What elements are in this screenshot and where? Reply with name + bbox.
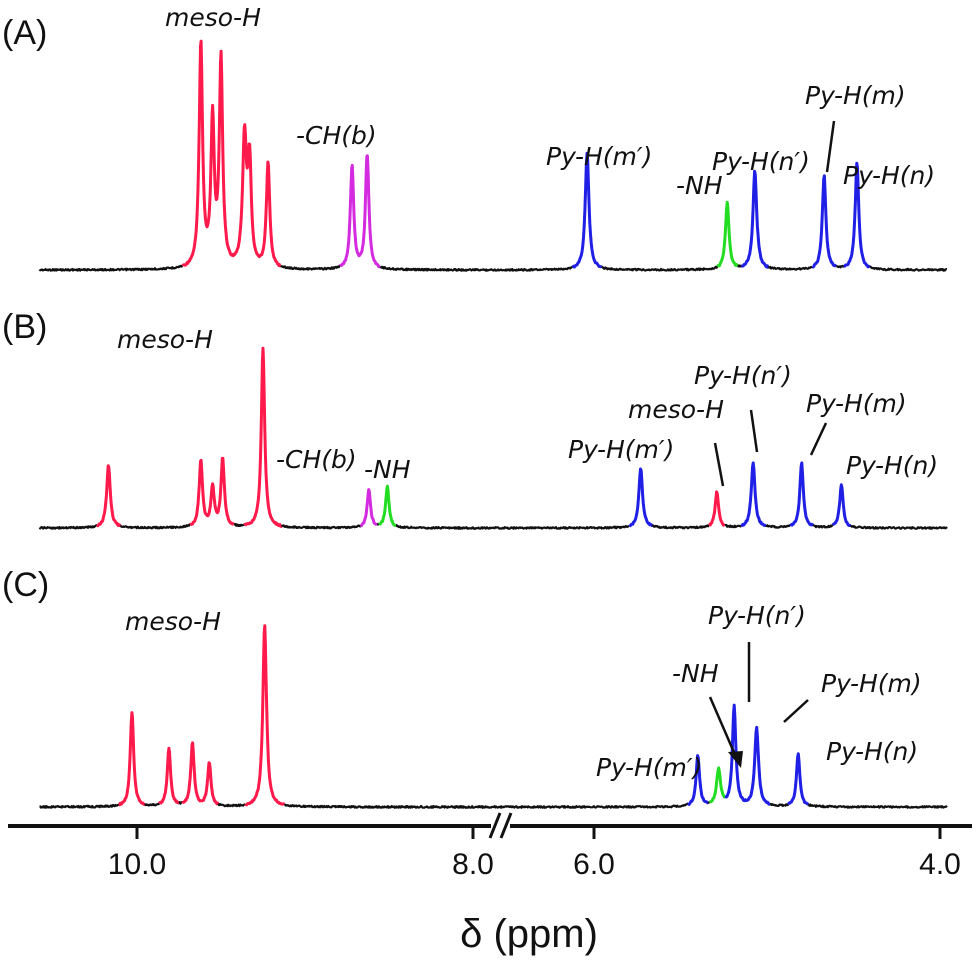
panel-label-a: (A)	[2, 14, 47, 52]
spectrum-peak-meso-h	[244, 624, 286, 807]
peak-label-py-h-m-prime: Py-H(m′)	[596, 753, 702, 782]
pointer-arrow-nh	[708, 696, 738, 758]
panel-b: (B) meso-H -CH(b) -NH Py-H(m′) meso-H Py…	[2, 308, 948, 530]
peak-label-nh: -NH	[676, 171, 723, 200]
spectrum-peak-py-h	[831, 483, 852, 528]
peak-label-nh: -NH	[672, 659, 719, 688]
peak-label-py-h-n: Py-H(n)	[846, 451, 938, 480]
x-tick-label: 10.0	[108, 848, 166, 881]
x-axis-title: δ (ppm)	[460, 912, 598, 956]
panel-b-spectrum	[38, 346, 948, 530]
spectrum-peak-py-h	[789, 461, 815, 527]
panel-label-b: (B)	[2, 308, 47, 346]
peak-label-meso-h: meso-H	[165, 3, 261, 32]
pointer-line-meso-h	[713, 442, 725, 487]
spectrum-baseline	[869, 265, 948, 272]
spectrum-baseline	[233, 522, 246, 528]
spectrum-baseline	[379, 265, 466, 272]
x-axis-ticks: 10.0 8.0 6.0 4.0	[108, 826, 961, 881]
panel-label-c: (C)	[2, 566, 49, 604]
panel-a-spectrum	[38, 39, 948, 272]
spectrum-baseline	[217, 802, 247, 808]
x-tick-label: 8.0	[452, 848, 494, 881]
spectrum-peak-meso-h	[181, 741, 220, 806]
spectrum-baseline	[835, 264, 846, 269]
peak-label-meso-h: meso-H	[125, 607, 221, 636]
spectrum-baseline	[280, 524, 362, 530]
spectrum-peak-py-h	[843, 161, 872, 269]
spectrum-baseline	[765, 524, 792, 529]
peak-label-ch-b: -CH(b)	[296, 121, 377, 150]
peak-label-py-h-n: Py-H(n)	[843, 161, 935, 190]
peak-label-py-h-m: Py-H(m)	[805, 81, 906, 110]
pointer-line-py-h-n-prime	[749, 409, 759, 453]
peak-label-ch-b: -CH(b)	[276, 445, 357, 474]
peak-label-py-h-n-prime: Py-H(n′)	[694, 361, 792, 390]
spectrum-baseline	[452, 802, 689, 809]
axis-break-icon	[488, 812, 513, 839]
peak-label-py-h-m: Py-H(m)	[821, 669, 922, 698]
pointer-line-py-h-m	[809, 422, 828, 456]
spectrum-peak-nh	[716, 200, 739, 268]
spectrum-peak-py-h	[724, 703, 771, 806]
spectrum-peak-nh	[378, 484, 397, 527]
spectrum-peak-meso-h	[118, 711, 147, 807]
panel-a: (A) meso-H -CH(b) Py-H(m′) -NH Py-H(n′) …	[2, 3, 948, 272]
spectrum-baseline	[850, 524, 948, 530]
peak-label-py-h-n: Py-H(n)	[826, 737, 918, 766]
pointer-line-py-h-m	[825, 120, 836, 173]
spectrum-peak-ch-b	[359, 488, 379, 528]
x-tick-label: 6.0	[573, 848, 615, 881]
spectrum-peak-meso-h	[189, 456, 235, 526]
spectrum-peak-nh	[708, 766, 726, 804]
spectrum-peak-meso-h	[243, 346, 284, 528]
spectrum-baseline	[39, 803, 120, 809]
spectrum-peak-py-h	[787, 752, 810, 806]
spectrum-baseline	[724, 523, 742, 529]
pointer-line-py-h-m	[783, 699, 809, 723]
spectrum-baseline	[395, 523, 466, 530]
spectrum-peak-py-h	[740, 461, 767, 528]
spectrum-baseline	[453, 524, 630, 530]
panel-c-spectrum	[39, 624, 948, 809]
peak-label-py-h-m-prime: Py-H(m′)	[546, 142, 652, 171]
x-axis: 10.0 8.0 6.0 4.0 δ (ppm)	[8, 812, 972, 956]
arrowhead-icon	[728, 751, 743, 768]
spectrum-baseline	[651, 524, 710, 530]
peak-label-py-h-m: Py-H(m)	[806, 389, 907, 418]
spectrum-peak-py-h	[571, 151, 603, 269]
spectrum-baseline	[812, 524, 834, 529]
spectrum-peak-py-h	[628, 467, 654, 528]
peak-label-py-h-m-prime: Py-H(m′)	[568, 435, 674, 464]
peak-label-meso-h-upfield: meso-H	[628, 395, 724, 424]
spectrum-baseline	[38, 523, 98, 530]
peak-label-py-h-n-prime: Py-H(n′)	[708, 601, 806, 630]
spectrum-baseline	[376, 522, 380, 526]
spectrum-peak-meso-h	[708, 490, 726, 527]
peak-label-py-h-n-prime: Py-H(n′)	[712, 147, 810, 176]
spectrum-baseline	[601, 265, 719, 272]
x-tick-label: 4.0	[919, 848, 961, 881]
spectrum-baseline	[767, 265, 813, 271]
spectrum-peak-py-h	[687, 754, 710, 806]
spectrum-baseline	[280, 264, 341, 271]
spectrum-peak-py-h	[811, 174, 838, 269]
spectrum-peak-meso-h	[181, 39, 282, 268]
spectrum-baseline	[119, 523, 191, 530]
spectrum-peak-meso-h	[96, 464, 122, 528]
spectrum-peak-meso-h	[157, 746, 181, 805]
spectrum-baseline	[453, 265, 574, 272]
spectrum-baseline	[283, 803, 466, 809]
spectrum-baseline	[144, 802, 161, 807]
panel-c: (C) meso-H -NH Py-H(n′) Py-H(m) Py-H(m′)…	[2, 566, 948, 809]
spectrum-baseline	[807, 803, 948, 809]
peak-label-meso-h: meso-H	[117, 325, 213, 354]
spectrum-peak-py-h	[740, 169, 770, 269]
peak-label-nh: -NH	[364, 455, 411, 484]
spectrum-baseline	[769, 802, 790, 808]
spectrum-peak-ch-b	[338, 154, 382, 269]
spectrum-baseline	[38, 264, 184, 272]
